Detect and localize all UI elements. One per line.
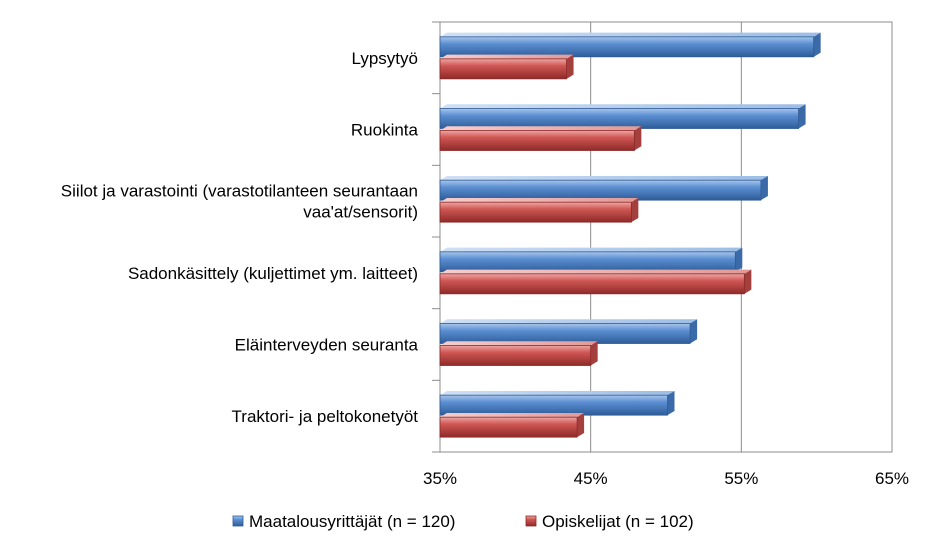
x-tick-label: 45% [574,469,608,488]
bar-maatalousyrittajat [439,319,698,344]
category-label: Lypsytyö [352,49,418,68]
bar-maatalousyrittajat [439,390,675,416]
category-label: Eläinterveyden seuranta [235,336,419,355]
legend-swatch [525,515,537,527]
x-tick-label: 55% [724,469,758,488]
legend-swatch [232,515,244,527]
plot-frame [439,21,893,453]
legend-item: Opiskelijat (n = 102) [525,512,694,531]
category-label: Sadonkäsittely (kuljettimet ym. laitteet… [128,264,418,283]
x-tick-label: 65% [875,469,909,488]
x-tick-label: 35% [423,469,457,488]
bar-opiskelijat [439,126,642,151]
value-axis-labels: 35% 45% 55% 65% [423,469,909,488]
legend-label: Maatalousyrittäjät (n = 120) [249,512,455,531]
bar-opiskelijat [439,269,752,295]
bar-opiskelijat [439,412,585,438]
bar-opiskelijat [439,54,574,80]
bar-maatalousyrittajat [439,104,806,129]
plot-area [432,21,893,453]
legend: Maatalousyrittäjät (n = 120) Opiskelijat … [232,512,694,531]
bar-maatalousyrittajat [439,247,743,273]
legend-item: Maatalousyrittäjät (n = 120) [232,512,455,531]
bar-opiskelijat [439,341,598,366]
category-label: Ruokinta [351,121,419,140]
bar-maatalousyrittajat [439,175,768,201]
category-label: Siilot ja varastointi (varastotilanteen … [61,182,418,222]
bar-opiskelijat [439,197,639,223]
category-axis-labels: Lypsytyö Ruokinta Siilot ja varastointi (v… [61,49,419,426]
bar-maatalousyrittajat [439,32,821,58]
legend-label: Opiskelijat (n = 102) [542,512,694,531]
category-label: Traktori- ja peltokonetyöt [232,407,419,426]
